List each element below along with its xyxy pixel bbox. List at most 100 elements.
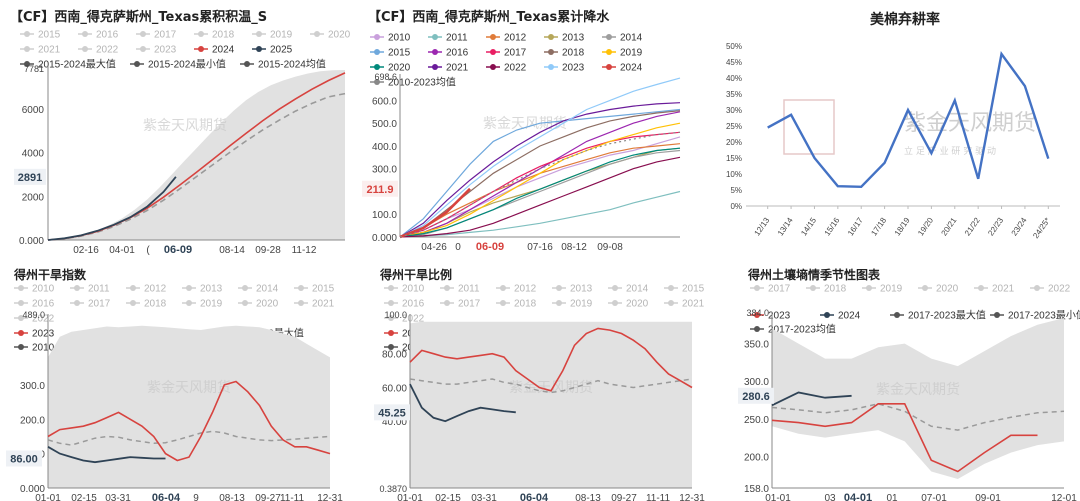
- x-tick-label: 03: [824, 493, 836, 501]
- legend-item: 2010: [32, 284, 55, 295]
- series-line-2010-2023均值: [399, 131, 681, 238]
- y-tick-label: 0%: [730, 202, 742, 211]
- x-tick-label: 0: [455, 242, 461, 253]
- legend-item: 2023: [154, 45, 177, 56]
- legend-item: 2022: [504, 63, 527, 74]
- x-tick-label: 04-26: [421, 242, 447, 253]
- legend-marker: [388, 330, 394, 336]
- legend-marker: [432, 64, 438, 70]
- series-line-2023: [399, 77, 681, 238]
- series-line-2020: [399, 147, 681, 238]
- x-tick-label: 07-01: [921, 493, 947, 501]
- current-value-box: [362, 180, 398, 197]
- current-value-box: [374, 404, 410, 421]
- legend-item: 2022: [32, 314, 55, 325]
- legend-item: 2010: [402, 284, 425, 295]
- legend-marker: [388, 344, 394, 350]
- y-tick-label: 250.0: [744, 415, 769, 426]
- x-tick-label: 03-31: [471, 493, 497, 501]
- legend-item: 2017: [768, 284, 791, 295]
- legend-marker: [24, 61, 30, 67]
- legend-item: 2018: [562, 48, 585, 59]
- legend-item: 2012: [514, 284, 537, 295]
- legend-item: 2018: [144, 299, 167, 310]
- x-tick-label: 12-31: [317, 493, 343, 501]
- legend-marker: [548, 49, 554, 55]
- watermark: 紫金天风期货: [904, 111, 1036, 136]
- legend-item: 2016: [32, 299, 55, 310]
- series-line-2019: [399, 122, 681, 238]
- legend-marker: [490, 64, 496, 70]
- watermark: 紫金天风期货: [483, 115, 567, 132]
- legend-marker: [548, 34, 554, 40]
- legend-marker: [374, 49, 380, 55]
- legend-item: 2019: [570, 299, 593, 310]
- range-band: [410, 321, 692, 488]
- watermark: 紫金天风期货: [876, 381, 960, 398]
- x-tick-label: 09-28: [255, 245, 281, 256]
- current-value-label: 280.6: [742, 391, 770, 403]
- y-tick-label: 400.0: [372, 142, 397, 153]
- x-tick-label: 21/22: [963, 216, 982, 238]
- legend-item: 2020: [328, 30, 351, 41]
- watermark-seal: [783, 99, 835, 155]
- x-tick-label: 06-09: [476, 241, 504, 253]
- x-tick-label: 07-16: [527, 242, 553, 253]
- legend-item: 2017-2023均值: [768, 323, 836, 336]
- y-tick-label: 0.000: [20, 484, 45, 495]
- legend-marker: [754, 312, 760, 318]
- legend-marker: [82, 46, 88, 52]
- x-tick-label: 06-04: [152, 492, 181, 501]
- series-avg-line: [771, 403, 1065, 431]
- chart-title: 得州干旱比例: [380, 268, 453, 282]
- y-tick-label: 35%: [726, 90, 742, 99]
- series-2024-line: [771, 391, 852, 407]
- legend-item: 2015: [312, 284, 335, 295]
- legend-item: 2015-2024均值: [258, 58, 326, 71]
- legend-item: 2011: [446, 33, 468, 44]
- x-tick-label: 02-15: [71, 493, 97, 501]
- legend-marker: [74, 300, 80, 306]
- panel-texas-precip: 【CF】西南_得克萨斯州_Texas累计降水 2010 2011 2012 2013 2…: [360, 0, 705, 260]
- legend-marker: [754, 285, 760, 291]
- legend-marker: [74, 285, 80, 291]
- x-tick-label: 11-11: [280, 493, 305, 501]
- x-tick-label: 16/17: [846, 216, 865, 238]
- legend-item: 2017: [458, 299, 481, 310]
- legend-item: 2013: [200, 284, 223, 295]
- legend-item: 2015: [388, 48, 411, 59]
- x-tick-label: 14/15: [799, 216, 818, 238]
- legend-marker: [994, 312, 1000, 318]
- legend-marker: [18, 300, 24, 306]
- y-tick-label: 10%: [726, 170, 742, 179]
- y-tick-label: 0.000: [19, 236, 44, 247]
- y-tick-label: 0.000: [372, 233, 397, 244]
- x-tick-label: 11-12: [292, 245, 317, 256]
- y-tick-label: 2000: [22, 192, 45, 203]
- legend-item: 2024: [620, 63, 643, 74]
- legend-item: 2022: [1048, 284, 1071, 295]
- legend-marker: [18, 344, 24, 350]
- y-tick-label: 300.0: [372, 165, 397, 176]
- legend-marker: [668, 300, 674, 306]
- legend-marker: [432, 34, 438, 40]
- legend-marker: [256, 31, 262, 37]
- legend-marker: [24, 46, 30, 52]
- series-line-2014: [399, 149, 681, 238]
- x-tick-label: 23/24: [1010, 216, 1029, 238]
- legend-item: 2019: [270, 30, 293, 41]
- legend-item: 2019: [620, 48, 643, 59]
- chart-drought-index: 2010 2011 2012 2013 2014 2015 2016 2017 2018 2019…: [6, 284, 343, 501]
- y-tick-label: 600.0: [372, 96, 397, 107]
- x-tick-label: 04-01: [109, 245, 135, 256]
- legend-item: 2011: [458, 284, 480, 295]
- y-tick-label: 5%: [730, 186, 742, 195]
- legend-item: 2019: [200, 299, 223, 310]
- legend-marker: [556, 300, 562, 306]
- y-top-label: 698.6: [374, 72, 397, 82]
- legend-marker: [82, 31, 88, 37]
- x-tick-label: 08-12: [561, 242, 587, 253]
- legend-item: 2022: [96, 45, 119, 56]
- watermark-sub: 立 足 产 业 研 究 驱 动: [904, 145, 996, 157]
- legend-marker: [130, 285, 136, 291]
